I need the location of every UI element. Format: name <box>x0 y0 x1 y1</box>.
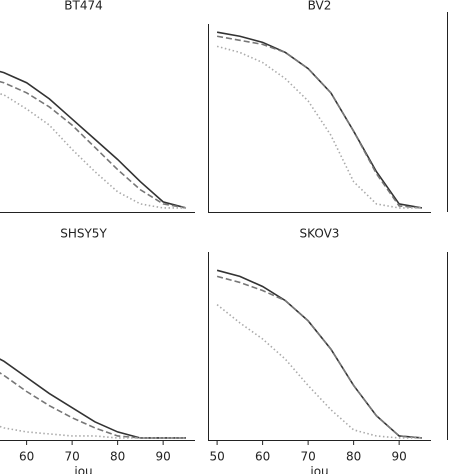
x-tick-label: 80 <box>346 450 361 464</box>
x-tick-label: 60 <box>19 450 34 464</box>
x-tick-label: 90 <box>156 450 171 464</box>
chart-title: BT474 <box>64 0 102 13</box>
series-line <box>0 372 186 439</box>
x-tick-label: 60 <box>255 450 270 464</box>
series-line <box>216 304 422 439</box>
chart-title: SKOV3 <box>300 227 340 241</box>
series-line <box>216 31 423 209</box>
x-tick-label: 70 <box>300 450 315 464</box>
series-line <box>0 92 186 209</box>
x-tick-label: 50 <box>209 450 224 464</box>
series-line <box>216 269 422 439</box>
series-line <box>216 45 422 209</box>
x-tick-label: 70 <box>64 450 79 464</box>
series-line <box>216 275 422 439</box>
x-axis-label: iou <box>74 465 92 474</box>
series-line <box>0 425 186 439</box>
series-line <box>0 358 186 439</box>
series-line <box>0 70 187 209</box>
chart-title: BV2 <box>308 0 332 13</box>
chart-title: SHSY5Y <box>60 227 107 241</box>
x-tick-label: 80 <box>110 450 125 464</box>
series-line <box>0 80 187 209</box>
x-tick-label: 90 <box>392 450 407 464</box>
series-line <box>216 35 422 209</box>
x-axis-label: iou <box>310 465 328 474</box>
